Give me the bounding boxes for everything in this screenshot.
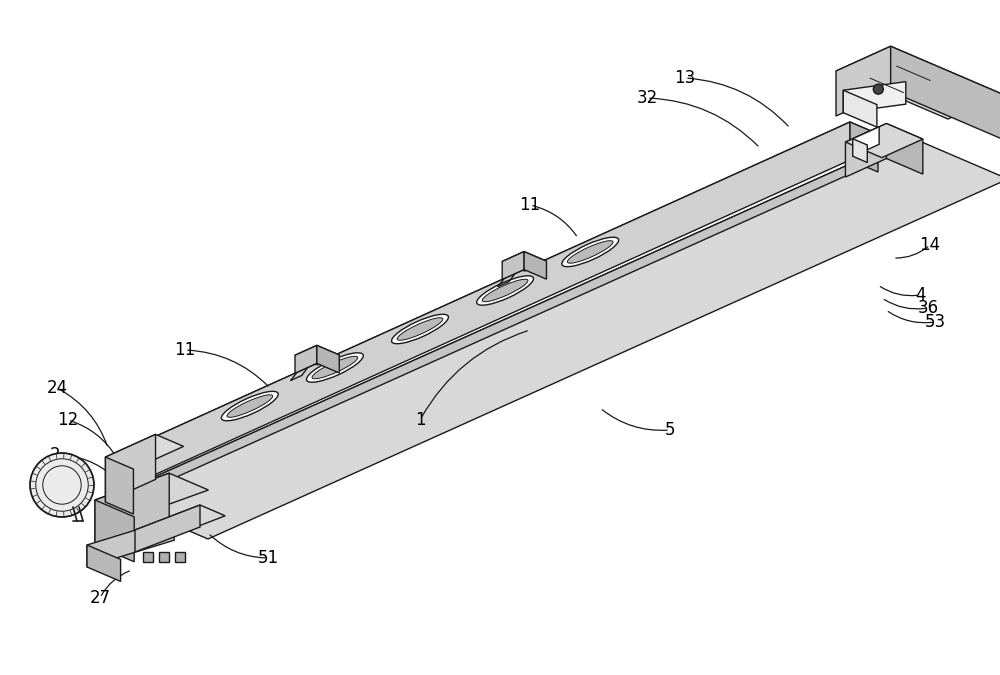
Text: 11: 11 bbox=[174, 341, 196, 359]
Ellipse shape bbox=[392, 315, 448, 344]
Polygon shape bbox=[95, 473, 169, 545]
Polygon shape bbox=[891, 47, 1000, 139]
Circle shape bbox=[30, 453, 94, 517]
Text: 13: 13 bbox=[674, 69, 696, 87]
Circle shape bbox=[873, 84, 883, 94]
Text: 5: 5 bbox=[665, 421, 675, 439]
Polygon shape bbox=[95, 473, 208, 517]
Polygon shape bbox=[143, 552, 153, 562]
Polygon shape bbox=[317, 346, 339, 373]
Text: 1: 1 bbox=[415, 411, 425, 429]
Polygon shape bbox=[836, 47, 891, 116]
Polygon shape bbox=[135, 505, 225, 541]
Ellipse shape bbox=[227, 395, 273, 417]
Polygon shape bbox=[110, 137, 910, 507]
Polygon shape bbox=[110, 122, 850, 495]
Ellipse shape bbox=[477, 276, 534, 305]
Polygon shape bbox=[159, 552, 169, 562]
Polygon shape bbox=[850, 122, 878, 172]
Polygon shape bbox=[502, 252, 546, 271]
Polygon shape bbox=[105, 457, 133, 514]
Polygon shape bbox=[843, 82, 906, 113]
Text: 36: 36 bbox=[917, 299, 939, 317]
Polygon shape bbox=[853, 127, 879, 157]
Polygon shape bbox=[502, 252, 524, 279]
Polygon shape bbox=[295, 346, 317, 373]
Text: 27: 27 bbox=[89, 589, 111, 607]
Polygon shape bbox=[524, 252, 546, 279]
Polygon shape bbox=[836, 47, 1000, 119]
Text: 32: 32 bbox=[636, 89, 658, 107]
Polygon shape bbox=[95, 500, 134, 562]
Text: 14: 14 bbox=[919, 236, 941, 254]
Text: 4: 4 bbox=[915, 286, 925, 304]
Text: 2: 2 bbox=[50, 446, 60, 464]
Polygon shape bbox=[175, 552, 185, 562]
Polygon shape bbox=[105, 435, 156, 502]
Text: 24: 24 bbox=[46, 379, 68, 397]
Ellipse shape bbox=[562, 237, 619, 267]
Ellipse shape bbox=[306, 353, 363, 382]
Polygon shape bbox=[843, 90, 877, 127]
Ellipse shape bbox=[221, 392, 278, 421]
Polygon shape bbox=[295, 346, 339, 365]
Polygon shape bbox=[105, 435, 184, 469]
Text: 12: 12 bbox=[57, 411, 79, 429]
Ellipse shape bbox=[397, 318, 443, 340]
Polygon shape bbox=[845, 124, 886, 177]
Polygon shape bbox=[886, 124, 923, 174]
Polygon shape bbox=[110, 137, 1000, 539]
Text: 11: 11 bbox=[519, 196, 541, 214]
Polygon shape bbox=[135, 505, 200, 552]
Polygon shape bbox=[853, 139, 867, 163]
Polygon shape bbox=[110, 457, 138, 507]
Text: 51: 51 bbox=[257, 549, 279, 567]
Polygon shape bbox=[110, 122, 878, 469]
Ellipse shape bbox=[567, 241, 613, 263]
Polygon shape bbox=[87, 518, 174, 567]
Polygon shape bbox=[87, 545, 121, 581]
Ellipse shape bbox=[312, 356, 358, 379]
Text: 53: 53 bbox=[924, 313, 946, 331]
Polygon shape bbox=[845, 124, 923, 158]
Ellipse shape bbox=[482, 279, 528, 302]
